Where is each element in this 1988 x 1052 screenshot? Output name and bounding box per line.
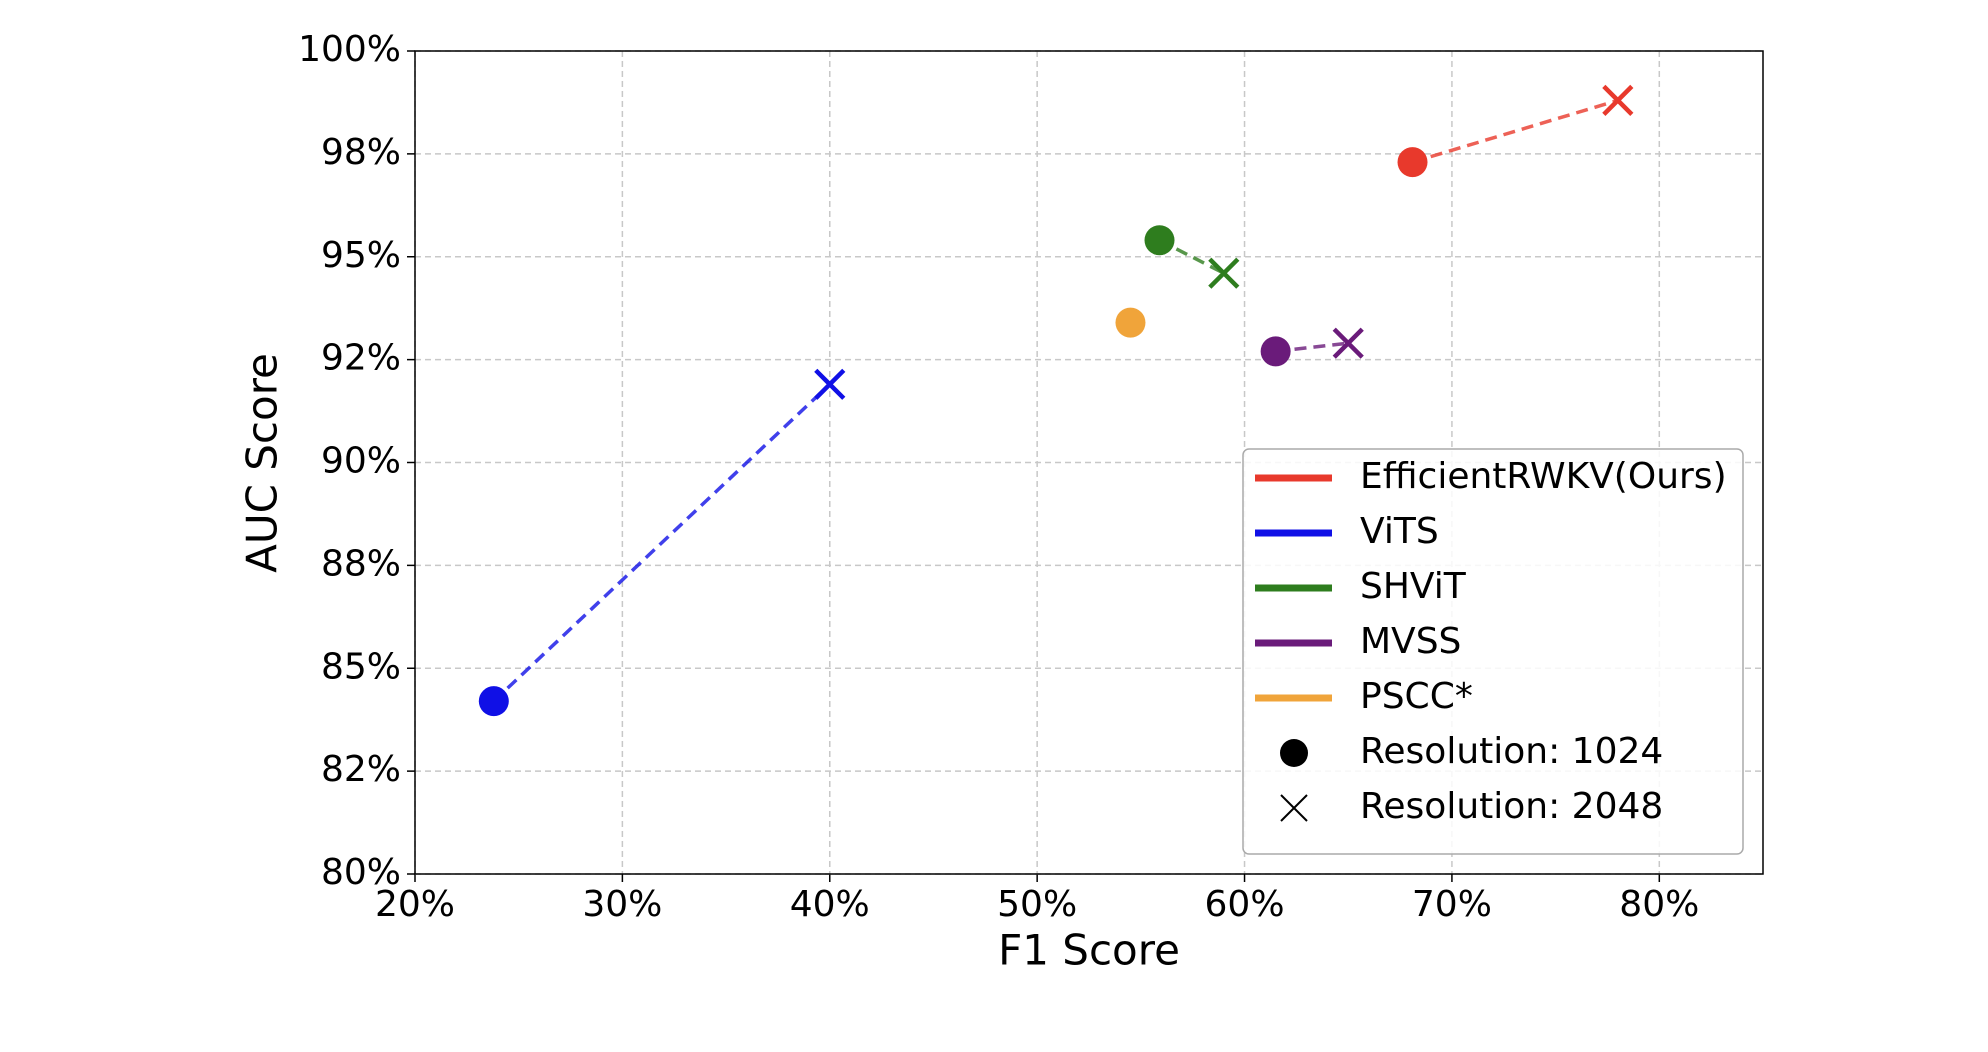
x-tick-label: 60% [1205, 884, 1285, 925]
y-tick-label: 90% [321, 441, 401, 482]
point [478, 686, 509, 717]
point [1332, 327, 1364, 359]
point [1397, 147, 1428, 178]
x-tick-label: 20% [375, 884, 455, 925]
connector-line [1158, 238, 1225, 275]
x-tick-label: 70% [1412, 884, 1492, 925]
legend-label: Resolution: 2048 [1360, 786, 1663, 827]
point [814, 368, 846, 400]
legend-marker [1280, 739, 1308, 767]
y-tick-label: 95% [321, 235, 401, 276]
legend-label: PSCC* [1360, 676, 1473, 717]
y-tick-label: 98% [321, 132, 401, 173]
point [1260, 336, 1291, 367]
point [1208, 257, 1240, 289]
y-tick-label: 80% [321, 852, 401, 893]
x-tick-label: 50% [997, 884, 1077, 925]
legend-label: MVSS [1360, 621, 1461, 662]
plot-frame [414, 50, 1764, 875]
x-tick-label: 30% [582, 884, 662, 925]
legend-label: EfficientRWKV(Ours) [1360, 456, 1727, 497]
x-tick-label: 40% [790, 884, 870, 925]
legend-box [1242, 448, 1744, 855]
connector-line [1275, 341, 1349, 354]
y-tick-label: 82% [321, 749, 401, 790]
legend-marker [1280, 794, 1308, 822]
y-tick-label: 100% [298, 29, 401, 70]
x-tick-label: 80% [1619, 884, 1699, 925]
legend-label: SHViT [1360, 566, 1467, 607]
x-axis-label: F1 Score [998, 926, 1180, 975]
point [1115, 307, 1146, 338]
point [1144, 225, 1175, 256]
connector-line [1412, 98, 1619, 164]
y-axis-label: AUC Score [238, 353, 287, 573]
y-tick-label: 85% [321, 646, 401, 687]
legend-label: ViTS [1360, 511, 1439, 552]
connector-line [492, 383, 831, 703]
legend-label: Resolution: 1024 [1360, 731, 1663, 772]
y-tick-label: 92% [321, 338, 401, 379]
y-tick-label: 88% [321, 543, 401, 584]
point [1602, 84, 1634, 116]
